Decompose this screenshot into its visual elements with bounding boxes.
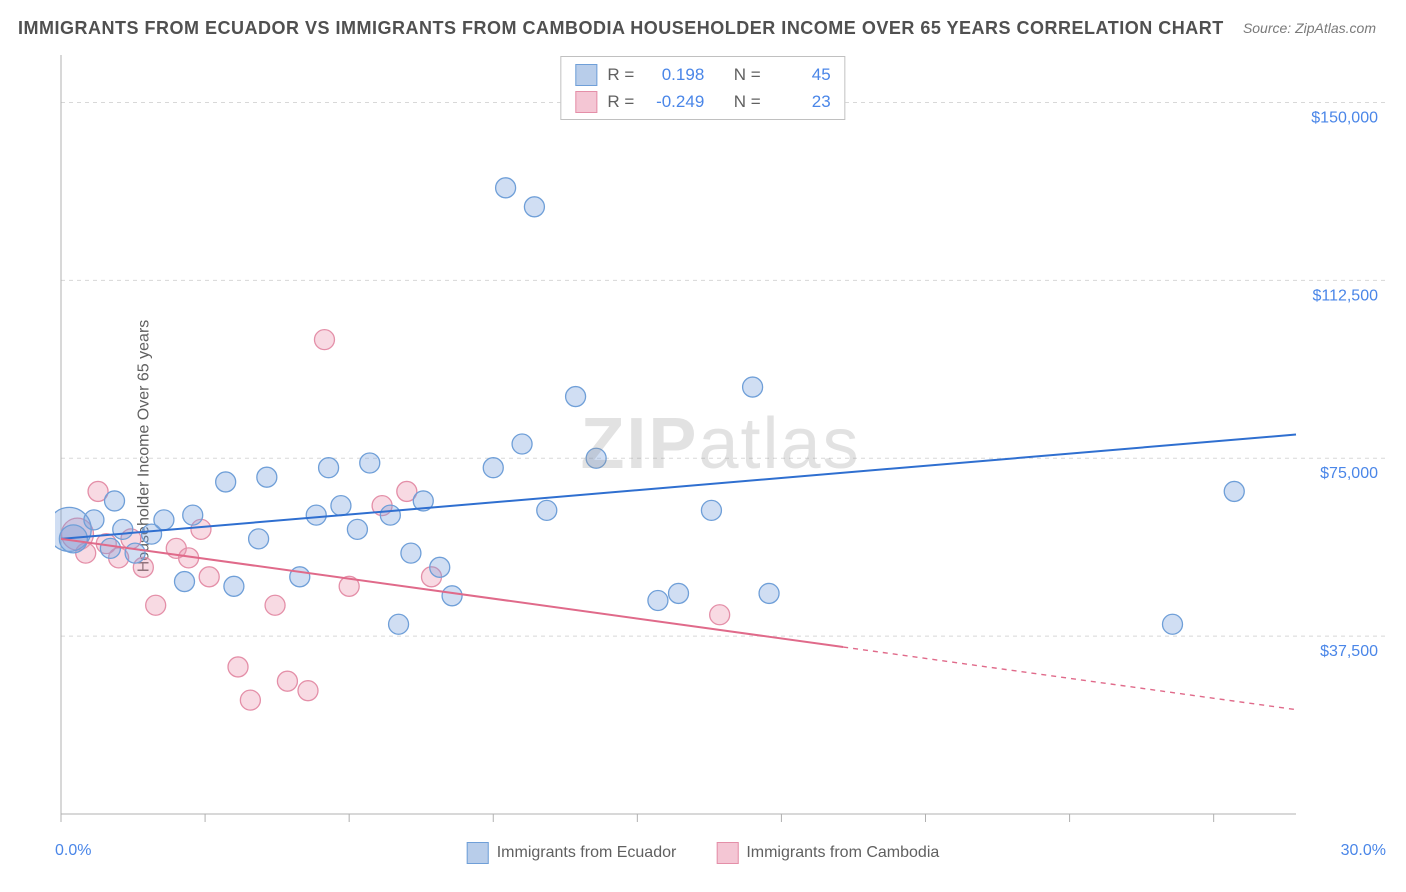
stats-swatch-cambodia (575, 91, 597, 113)
legend-item-cambodia: Immigrants from Cambodia (716, 842, 939, 864)
x-max-label: 30.0% (1341, 842, 1386, 860)
legend-label-cambodia: Immigrants from Cambodia (746, 844, 939, 862)
legend-item-ecuador: Immigrants from Ecuador (467, 842, 677, 864)
source-attribution: Source: ZipAtlas.com (1243, 20, 1376, 36)
stats-r-label: R = (607, 61, 634, 88)
legend-swatch-cambodia (716, 842, 738, 864)
stats-n-label: N = (734, 88, 761, 115)
correlation-stats-box: R = 0.198 N = 45 R = -0.249 N = 23 (560, 56, 845, 120)
chart-title: IMMIGRANTS FROM ECUADOR VS IMMIGRANTS FR… (18, 18, 1224, 39)
svg-text:$150,000: $150,000 (1311, 109, 1378, 126)
legend-swatch-ecuador (467, 842, 489, 864)
chart-plot-area: $37,500$75,000$112,500$150,000 ZIPatlas (55, 55, 1386, 832)
scatter-plot-svg: $37,500 $75,000 $112,500 $150,000 (55, 55, 1386, 832)
stats-row-cambodia: R = -0.249 N = 23 (575, 88, 830, 115)
stats-r-value-ecuador: 0.198 (644, 61, 704, 88)
stats-swatch-ecuador (575, 64, 597, 86)
stats-r-label: R = (607, 88, 634, 115)
stats-n-label: N = (734, 61, 761, 88)
stats-row-ecuador: R = 0.198 N = 45 (575, 61, 830, 88)
svg-text:$37,500: $37,500 (1320, 643, 1378, 660)
x-min-label: 0.0% (55, 842, 91, 860)
stats-n-value-ecuador: 45 (771, 61, 831, 88)
svg-text:$112,500: $112,500 (1312, 287, 1378, 304)
legend: Immigrants from Ecuador Immigrants from … (467, 842, 940, 864)
legend-label-ecuador: Immigrants from Ecuador (497, 844, 677, 862)
stats-r-value-cambodia: -0.249 (644, 88, 704, 115)
svg-text:$75,000: $75,000 (1320, 465, 1378, 482)
stats-n-value-cambodia: 23 (771, 88, 831, 115)
